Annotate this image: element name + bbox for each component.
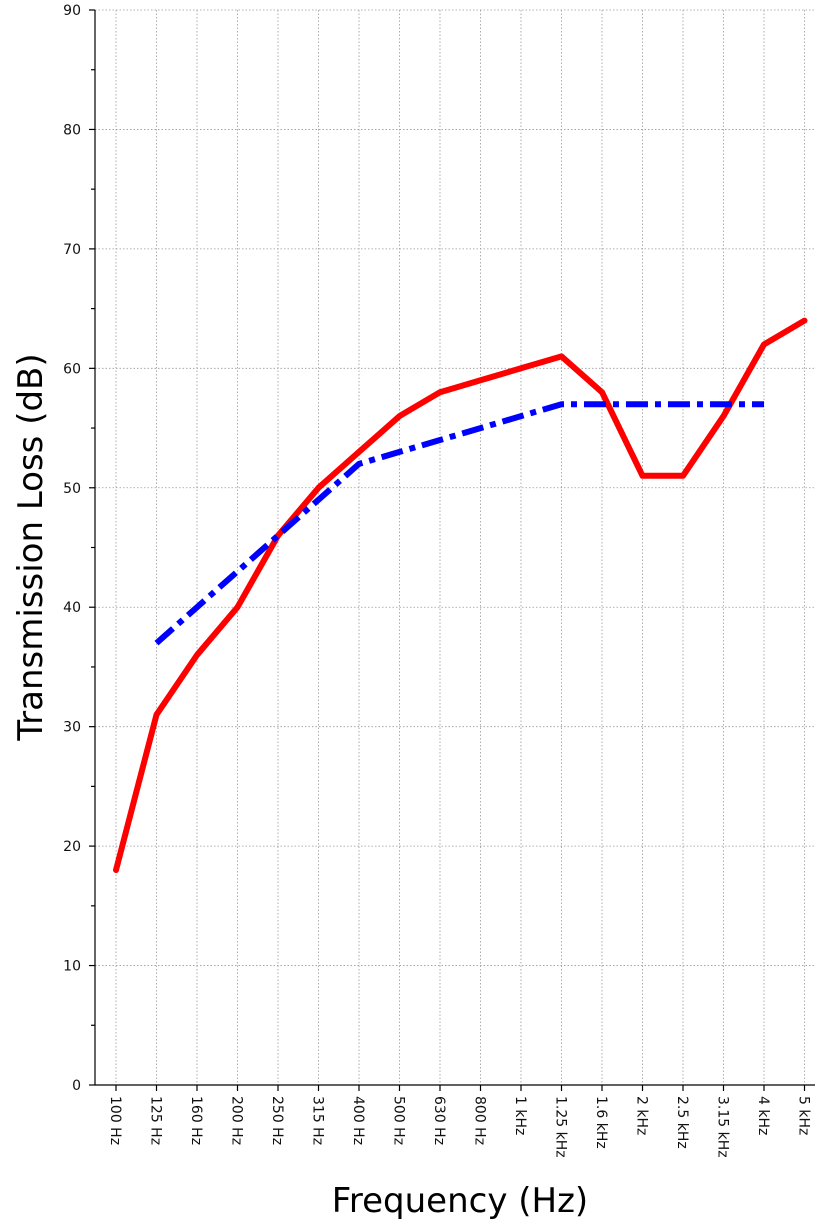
x-tick-label: 500 Hz [391,1096,407,1145]
y-tick-label: 60 [63,361,81,377]
axes [94,10,815,1086]
x-tick-label: 4 kHz [755,1096,771,1135]
grid [95,9,815,1085]
x-tick-label: 1.25 kHz [553,1096,569,1158]
x-tick-label: 3.15 kHz [715,1096,731,1158]
series-1-line [113,317,808,873]
y-tick-label: 30 [63,720,81,736]
series-2-line [154,401,764,646]
series-lines [113,317,808,873]
y-tick-label: 70 [63,242,81,258]
x-tick-label: 2 kHz [634,1096,650,1135]
y-tick-label: 50 [63,481,81,497]
x-tick-label: 160 Hz [188,1096,204,1145]
x-tick-label: 2.5 kHz [674,1096,690,1149]
y-tick-label: 10 [63,959,81,975]
y-tick-label: 0 [72,1078,81,1094]
x-tick-label: 125 Hz [148,1096,164,1145]
x-tick-label: 200 Hz [229,1096,245,1145]
x-tick-label: 1 kHz [512,1096,528,1135]
y-tick-label: 80 [63,122,81,138]
x-tick-label: 800 Hz [472,1096,488,1145]
x-tick-label: 630 Hz [431,1096,447,1145]
y-tick-label: 20 [63,839,81,855]
x-tick-label: 250 Hz [269,1096,285,1145]
x-tick-label: 100 Hz [107,1096,123,1145]
x-tick-label: 315 Hz [310,1096,326,1145]
x-tick-label: 5 kHz [796,1096,812,1135]
x-axis-title: Frequency (Hz) [332,1181,588,1221]
ticks: 0 10 20 30 40 50 60 70 80 90 100 Hz 125 Hz 160 Hz 200… [63,3,811,1158]
x-tick-label: 400 Hz [350,1096,366,1145]
y-axis-title: Transmission Loss (dB) [11,353,51,741]
y-tick-label: 90 [63,3,81,19]
y-tick-label: 40 [63,600,81,616]
x-tick-label: 1.6 kHz [593,1096,609,1149]
